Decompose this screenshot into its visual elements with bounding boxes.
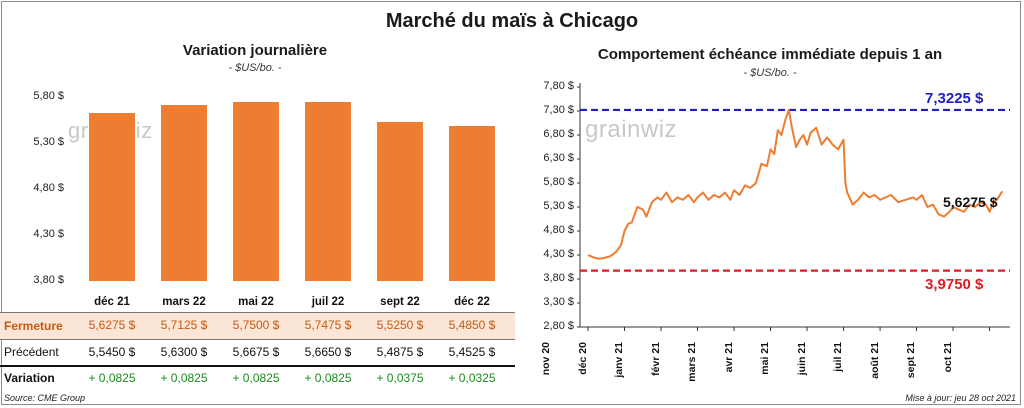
- variation-value: + 0,0825: [232, 371, 280, 385]
- variation-value: + 0,0825: [160, 371, 208, 385]
- right-y-tick: 3,30 $: [543, 296, 574, 308]
- table-row-precedent: Précédent: [0, 339, 515, 367]
- left-y-tick: 3,80 $: [33, 274, 64, 286]
- category-label: juil 22: [311, 296, 345, 308]
- left-panel-unit: - $US/bo. -: [228, 62, 282, 74]
- source-note: Source: CME Group: [4, 393, 86, 403]
- right-y-tick: 7,30 $: [543, 104, 574, 116]
- fermeture-value: 5,6275 $: [88, 318, 136, 332]
- right-y-tick: 4,80 $: [543, 224, 574, 236]
- left-y-tick: 4,30 $: [33, 228, 64, 240]
- update-note: Mise à jour: jeu 28 oct 2021: [905, 393, 1016, 403]
- precedent-value: 5,4525 $: [448, 345, 496, 359]
- x-tick-label: août 21: [868, 342, 881, 379]
- right-y-tick: 3,80 $: [543, 272, 574, 284]
- fermeture-value: 5,4850 $: [448, 318, 496, 332]
- variation-value: + 0,0825: [88, 371, 136, 385]
- precedent-value: 5,6300 $: [160, 345, 208, 359]
- right-y-tick: 7,80 $: [543, 80, 574, 92]
- variation-value: + 0,0325: [448, 371, 496, 385]
- x-tick-label: avr 21: [722, 342, 735, 373]
- x-tick-label: mai 21: [759, 342, 772, 375]
- variation-value: + 0,0375: [376, 371, 424, 385]
- row-label-fermeture: Fermeture: [4, 319, 63, 333]
- category-label: mars 22: [162, 296, 206, 308]
- left-y-tick: 5,30 $: [33, 136, 64, 148]
- x-tick-label: déc 20: [576, 342, 589, 375]
- right-y-tick: 6,80 $: [543, 128, 574, 140]
- precedent-value: 5,5450 $: [88, 345, 136, 359]
- bar: [233, 101, 279, 281]
- last-price-label: 5,6275 $: [943, 194, 998, 210]
- category-label: mai 22: [238, 296, 274, 308]
- bar: [305, 101, 351, 281]
- category-label: déc 22: [454, 296, 490, 308]
- bar: [89, 112, 135, 281]
- category-label: déc 21: [94, 296, 130, 308]
- reference-lines: [580, 108, 1010, 272]
- right-panel-unit: - $US/bo. -: [743, 67, 797, 79]
- bar: [377, 122, 423, 281]
- category-label: sept 22: [380, 296, 420, 308]
- price-line: [587, 109, 1004, 260]
- precedent-value: 5,6650 $: [304, 345, 352, 359]
- low-label: 3,9750 $: [925, 276, 984, 293]
- fermeture-value: 5,5250 $: [376, 318, 424, 332]
- precedent-value: 5,6675 $: [232, 345, 280, 359]
- left-y-tick: 5,80 $: [33, 90, 64, 102]
- line-chart-axes: [577, 83, 1010, 331]
- x-tick-label: sept 21: [905, 342, 918, 379]
- right-panel-title: Comportement échéance immédiate depuis 1…: [597, 46, 943, 63]
- left-y-tick: 4,80 $: [33, 182, 64, 194]
- x-tick-label: mars 21: [686, 342, 699, 382]
- left-panel-title: Variation journalière: [182, 42, 328, 59]
- bar: [161, 105, 207, 281]
- x-tick-label: févr 21: [649, 342, 662, 376]
- row-label-precedent: Précédent: [4, 345, 59, 359]
- precedent-value: 5,4875 $: [376, 345, 424, 359]
- table-row-variation: Variation: [0, 366, 515, 392]
- fermeture-value: 5,7475 $: [304, 318, 352, 332]
- right-y-tick: 2,80 $: [543, 320, 574, 332]
- x-tick-label: juin 21: [795, 342, 808, 376]
- right-y-tick: 6,30 $: [543, 152, 574, 164]
- table-row-fermeture: Fermeture: [0, 312, 515, 340]
- watermark-right: grainwiz: [585, 116, 678, 143]
- variation-value: + 0,0825: [304, 371, 352, 385]
- fermeture-value: 5,7125 $: [160, 318, 208, 332]
- right-y-tick: 5,30 $: [543, 200, 574, 212]
- x-tick-label: juil 21: [832, 342, 845, 372]
- fermeture-value: 5,7500 $: [232, 318, 280, 332]
- row-label-variation: Variation: [4, 371, 55, 385]
- right-y-tick: 5,80 $: [543, 176, 574, 188]
- bar: [449, 125, 495, 281]
- high-label: 7,3225 $: [925, 90, 984, 107]
- x-tick-label: nov 20: [540, 342, 552, 376]
- right-y-tick: 4,30 $: [543, 248, 574, 260]
- x-tick-label: oct 21: [941, 342, 954, 373]
- x-tick-label: janv 21: [613, 342, 625, 378]
- main-title: Marché du maïs à Chicago: [385, 10, 639, 32]
